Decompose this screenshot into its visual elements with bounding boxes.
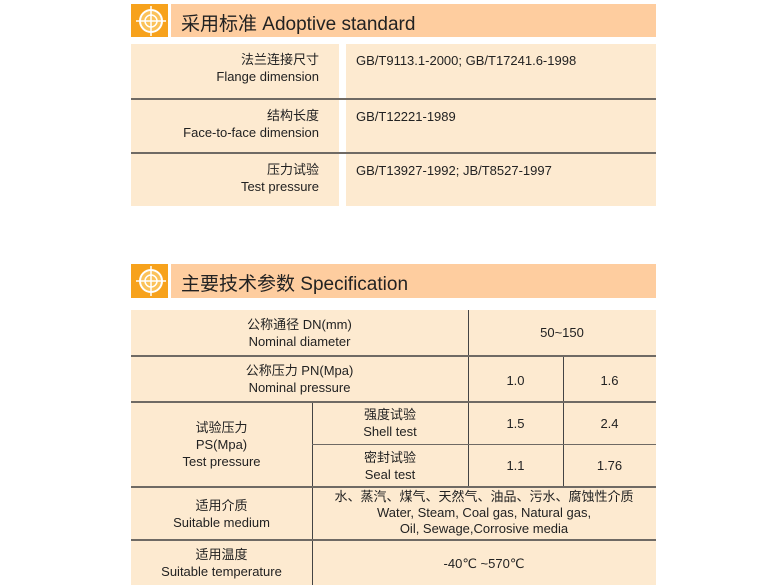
label-zh: 结构长度 (266, 108, 319, 123)
label-zh: 适用温度 (195, 547, 248, 562)
divider (563, 356, 564, 487)
shell-test-value: 2.4 (600, 415, 619, 431)
medium-value: 水、蒸汽、煤气、天然气、油品、污水、腐蚀性介质 Water, Steam, Coa… (312, 486, 656, 539)
value-test-pressure: GB/T13927-1992; JB/T8527-1997 (346, 154, 656, 206)
divider (312, 402, 313, 585)
label-en: Test pressure (240, 179, 319, 194)
divider (131, 539, 656, 541)
value-en: Oil, Sewage,Corrosive media (399, 520, 569, 536)
seal-test-value: 1.76 (596, 458, 623, 473)
label-en: Test pressure (182, 453, 261, 469)
medium-label: 适用介质 Suitable medium (131, 488, 312, 539)
nominal-pressure-value: 1.0 (506, 373, 525, 388)
temperature-value: -40℃ ~570℃ (443, 555, 525, 571)
divider (468, 310, 469, 487)
nominal-pressure-label: 公称压力 PN(Mpa) Nominal pressure (131, 356, 468, 401)
section-title: 主要技术参数 Specification (181, 274, 409, 295)
divider (312, 444, 656, 445)
specification-table: 公称通径 DN(mm) Nominal diameter 50~150 公称压力 … (131, 310, 656, 585)
section-header-adoptive-standard: 采用标准 Adoptive standard (131, 4, 656, 37)
label-unit: PS(Mpa) (195, 436, 248, 452)
label-zh: 公称通径 DN(mm) (247, 316, 352, 332)
label-zh: 压力试验 (266, 162, 319, 177)
label-test-pressure: 压力试验 Test pressure (131, 154, 339, 206)
divider (131, 152, 656, 154)
divider (131, 355, 656, 357)
nominal-diameter-label: 公称通径 DN(mm) Nominal diameter (131, 310, 468, 355)
label-en: Flange dimension (216, 69, 319, 84)
label-zh: 公称压力 PN(Mpa) (245, 362, 354, 378)
shell-test-label: 强度试验 Shell test (312, 402, 468, 444)
temperature-label: 适用温度 Suitable temperature (131, 541, 312, 585)
label-zh: 强度试验 (363, 407, 416, 422)
section-header-specification: 主要技术参数 Specification (131, 264, 656, 298)
seal-test-label: 密封试验 Seal test (312, 445, 468, 486)
test-pressure-label: 试验压力 PS(Mpa) Test pressure (131, 402, 312, 486)
seal-test-value: 1.1 (506, 458, 525, 473)
divider (131, 98, 656, 100)
label-en: Nominal pressure (248, 379, 351, 395)
label-zh: 试验压力 (195, 419, 248, 435)
target-cross-icon (131, 264, 171, 298)
shell-test-value: 1.5 (506, 415, 525, 431)
value-zh: 水、蒸汽、煤气、天然气、油品、污水、腐蚀性介质 (334, 488, 634, 504)
label-face-to-face: 结构长度 Face-to-face dimension (131, 100, 339, 152)
label-en: Face-to-face dimension (183, 125, 319, 140)
value-flange: GB/T9113.1-2000; GB/T17241.6-1998 (346, 44, 656, 98)
label-en: Shell test (363, 424, 417, 439)
divider (131, 486, 656, 488)
target-cross-icon (131, 4, 171, 37)
divider (131, 401, 656, 403)
label-en: Seal test (364, 466, 416, 482)
label-flange: 法兰连接尺寸 Flange dimension (131, 44, 339, 98)
label-zh: 适用介质 (195, 497, 248, 513)
value-en: Water, Steam, Coal gas, Natural gas, (376, 504, 592, 520)
label-en: Nominal diameter (248, 333, 351, 349)
label-en: Suitable medium (173, 514, 270, 530)
nominal-pressure-value: 1.6 (600, 373, 619, 388)
label-en: Suitable temperature (161, 564, 282, 579)
label-zh: 法兰连接尺寸 (240, 52, 319, 67)
nominal-diameter-value: 50~150 (540, 325, 584, 340)
section-title: 采用标准 Adoptive standard (181, 14, 416, 35)
label-zh: 密封试验 (363, 449, 416, 465)
value-face-to-face: GB/T12221-1989 (346, 100, 656, 152)
